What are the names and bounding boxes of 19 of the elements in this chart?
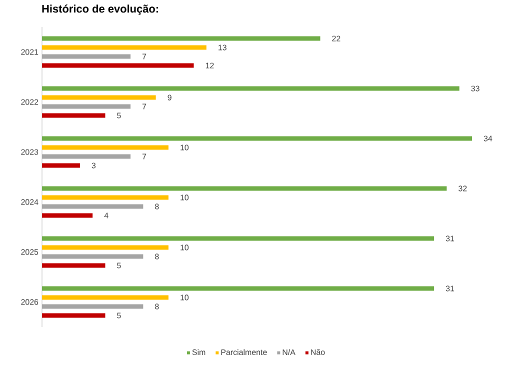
bar	[42, 136, 472, 141]
bar	[42, 313, 106, 318]
bar	[42, 186, 447, 191]
bar	[42, 163, 80, 168]
bar	[42, 245, 168, 250]
bar	[42, 213, 93, 218]
bar	[42, 145, 168, 150]
bar	[42, 195, 168, 200]
bar	[42, 45, 206, 50]
bar	[42, 113, 106, 118]
bar	[42, 263, 106, 268]
bar	[42, 286, 434, 291]
chart-title: Histórico de evolução:	[42, 4, 158, 15]
bar	[42, 36, 320, 41]
bar	[42, 95, 156, 100]
bar	[42, 86, 460, 91]
bar	[42, 295, 168, 300]
bar	[42, 236, 434, 241]
bar	[42, 63, 194, 68]
